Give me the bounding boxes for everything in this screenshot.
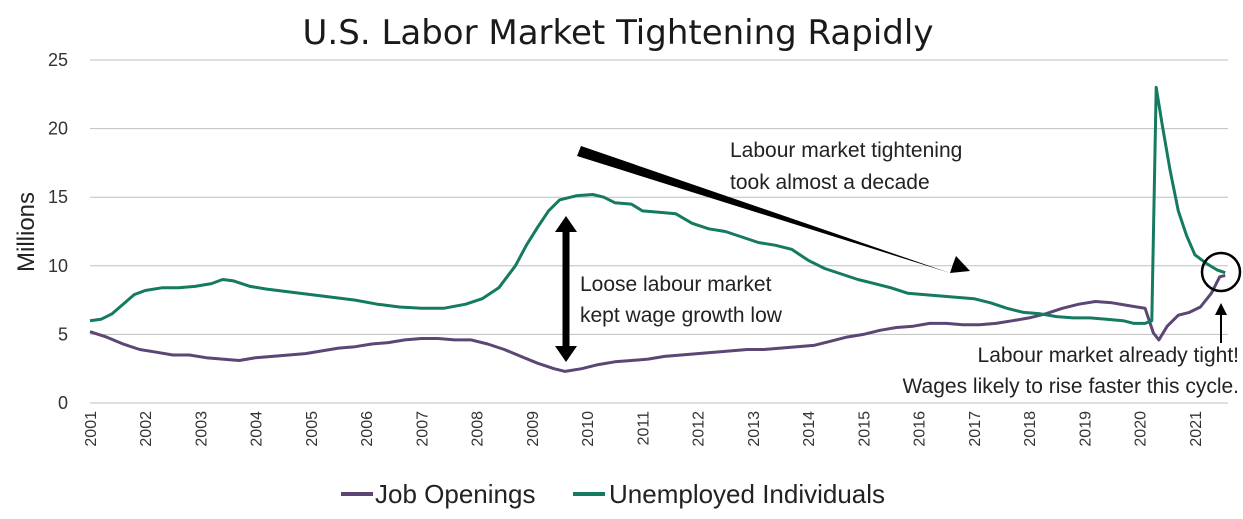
- x-tick-label: 2021: [1188, 411, 1205, 447]
- legend-label-unemployed: Unemployed Individuals: [609, 479, 885, 509]
- arrow-up-icon: [1215, 303, 1227, 315]
- x-tick-label: 2018: [1022, 411, 1039, 447]
- annotation-tight-line1: Labour market already tight!: [978, 344, 1239, 367]
- y-axis-label: Millions: [13, 192, 40, 272]
- x-tick-label: 2013: [746, 411, 763, 447]
- x-tick-label: 2004: [249, 411, 266, 447]
- x-tick-label: 2014: [801, 411, 818, 447]
- annotation-decade-line1: Labour market tightening: [730, 139, 962, 162]
- annotation-loose-line2: kept wage growth low: [580, 304, 783, 327]
- decade-arrow-icon: [577, 146, 970, 273]
- annotation-decade-arrow: [577, 146, 970, 273]
- series-lines: [89, 85, 1226, 373]
- x-tick-label: 2006: [359, 411, 376, 447]
- x-tick-label: 2019: [1077, 411, 1094, 447]
- arrow-down-icon: [555, 346, 577, 362]
- annotation-gap-arrow: [555, 216, 577, 362]
- annotation-decade-line2: took almost a decade: [730, 171, 930, 194]
- y-axis-ticks: 0 5 10 15 20 25: [48, 50, 68, 413]
- y-tick-label: 10: [48, 256, 68, 276]
- annotation-tight-line2: Wages likely to rise faster this cycle.: [903, 375, 1240, 398]
- x-tick-label: 2016: [912, 411, 929, 447]
- x-tick-label: 2020: [1133, 411, 1150, 447]
- x-tick-label: 2007: [414, 411, 431, 447]
- x-tick-label: 2009: [525, 411, 542, 447]
- highlight-circle-icon: [1200, 251, 1242, 293]
- x-tick-label: 2012: [691, 411, 708, 447]
- x-tick-label: 2002: [138, 411, 155, 447]
- y-tick-label: 15: [48, 187, 68, 207]
- arrow-up-icon: [555, 216, 577, 232]
- y-tick-label: 0: [58, 393, 68, 413]
- x-tick-label: 2001: [83, 411, 100, 447]
- y-tick-label: 20: [48, 119, 68, 139]
- series-line-job-openings: [89, 273, 1226, 373]
- x-tick-label: 2010: [580, 411, 597, 447]
- x-tick-label: 2003: [193, 411, 210, 447]
- x-tick-label: 2008: [470, 411, 487, 447]
- gridlines: [90, 59, 1228, 404]
- y-tick-label: 25: [48, 50, 68, 70]
- x-tick-label: 2017: [967, 411, 984, 447]
- annotation-loose-line1: Loose labour market: [580, 273, 772, 296]
- x-tick-label: 2005: [304, 411, 321, 447]
- x-tick-label: 2015: [856, 411, 873, 447]
- legend: Job Openings Unemployed Individuals: [341, 479, 885, 509]
- annotation-tight-marker: [1200, 251, 1242, 343]
- legend-label-job-openings: Job Openings: [375, 479, 535, 509]
- y-tick-label: 5: [58, 324, 68, 344]
- series-line-unemployed-individuals: [89, 85, 1226, 325]
- x-axis-ticks: 2001 2002 2003 2004 2005 2006 2007 2008 2009 2010…: [83, 411, 1205, 447]
- x-tick-label: 2011: [635, 411, 652, 446]
- chart-title: U.S. Labor Market Tightening Rapidly: [303, 13, 934, 53]
